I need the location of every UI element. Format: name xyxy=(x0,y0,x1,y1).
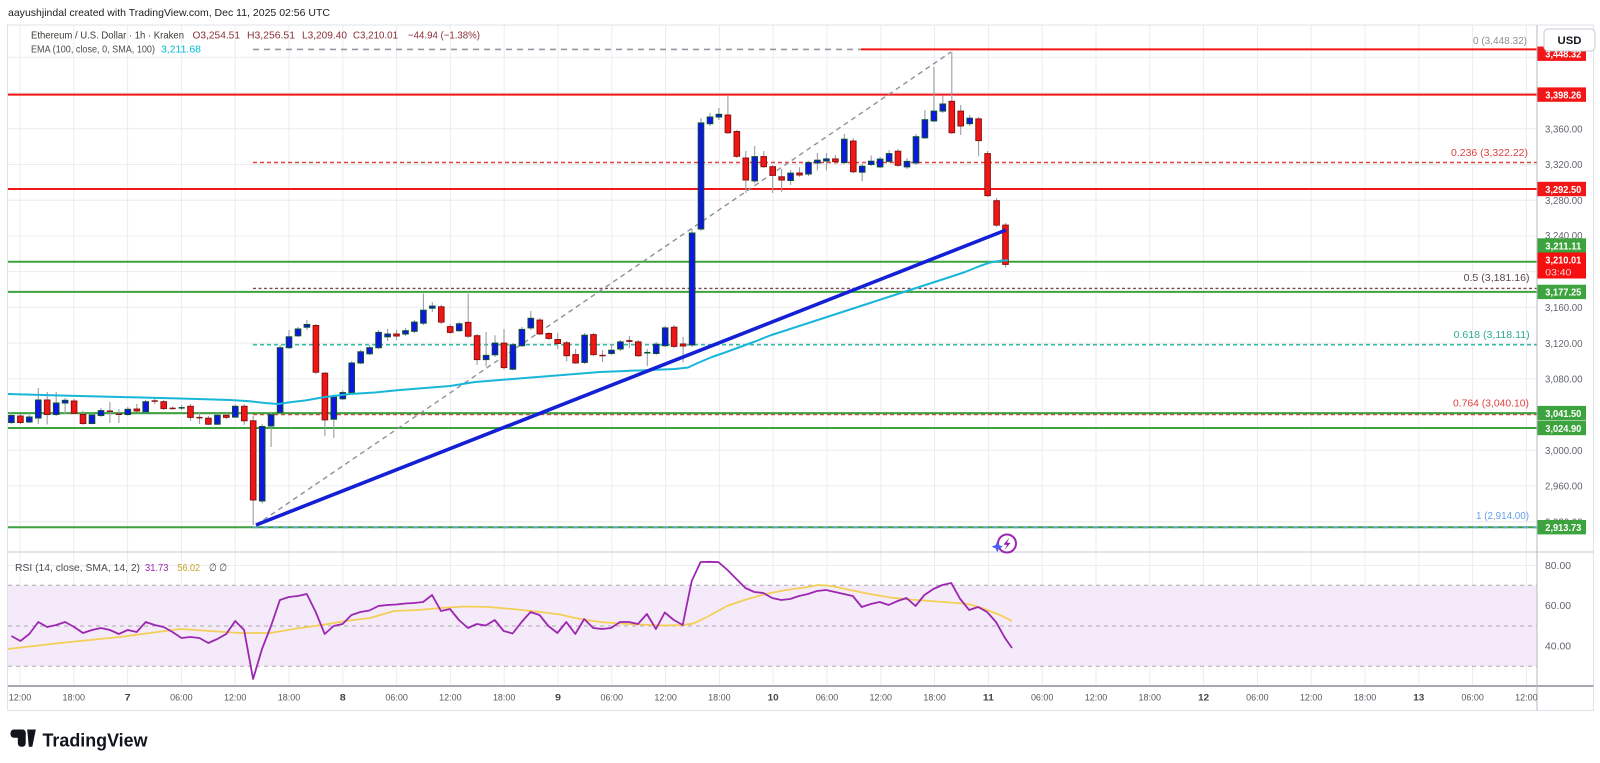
svg-text:06:00: 06:00 xyxy=(1031,693,1054,703)
svg-text:Ethereum / U.S. Dollar · 1h ·: Ethereum / U.S. Dollar · 1h · Kraken xyxy=(31,29,184,41)
svg-text:∅ ∅: ∅ ∅ xyxy=(209,562,227,574)
svg-text:80.00: 80.00 xyxy=(1545,560,1571,572)
svg-text:3,120.00: 3,120.00 xyxy=(1545,338,1583,350)
svg-text:L3,209.40: L3,209.40 xyxy=(302,29,347,41)
svg-text:−44.94 (−1.38%): −44.94 (−1.38%) xyxy=(408,29,480,41)
svg-text:0.5 (3,181.16): 0.5 (3,181.16) xyxy=(1464,272,1530,284)
svg-text:3,280.00: 3,280.00 xyxy=(1545,195,1583,207)
svg-text:3,000.00: 3,000.00 xyxy=(1545,445,1583,457)
svg-text:60.00: 60.00 xyxy=(1545,600,1571,612)
svg-text:06:00: 06:00 xyxy=(1246,693,1269,703)
svg-text:USD: USD xyxy=(1558,35,1582,47)
svg-text:2,960.00: 2,960.00 xyxy=(1545,481,1583,493)
svg-text:12:00: 12:00 xyxy=(1515,693,1538,703)
svg-text:C3,210.01: C3,210.01 xyxy=(353,29,398,41)
svg-text:18:00: 18:00 xyxy=(63,693,86,703)
svg-text:18:00: 18:00 xyxy=(708,693,731,703)
svg-text:11: 11 xyxy=(983,693,994,703)
svg-text:H3,256.51: H3,256.51 xyxy=(247,29,295,41)
svg-text:0.764 (3,040.10): 0.764 (3,040.10) xyxy=(1453,398,1529,410)
svg-text:3,360.00: 3,360.00 xyxy=(1545,124,1583,136)
svg-text:3,160.00: 3,160.00 xyxy=(1545,302,1583,314)
svg-text:3,041.50: 3,041.50 xyxy=(1545,408,1581,420)
svg-text:O3,254.51: O3,254.51 xyxy=(193,29,241,41)
svg-text:EMA (100, close, 0, SMA, 100): EMA (100, close, 0, SMA, 100) xyxy=(31,43,155,55)
svg-text:0.618 (3,118.11): 0.618 (3,118.11) xyxy=(1454,329,1530,341)
svg-text:3,211.68: 3,211.68 xyxy=(161,43,201,55)
svg-text:18:00: 18:00 xyxy=(493,693,516,703)
svg-text:3,080.00: 3,080.00 xyxy=(1545,374,1583,386)
svg-text:18:00: 18:00 xyxy=(1139,693,1162,703)
svg-text:3,320.00: 3,320.00 xyxy=(1545,159,1583,171)
svg-text:3,211.11: 3,211.11 xyxy=(1545,240,1581,252)
svg-text:12:00: 12:00 xyxy=(224,693,247,703)
svg-text:0.236 (3,322.22): 0.236 (3,322.22) xyxy=(1451,147,1528,159)
svg-text:12:00: 12:00 xyxy=(1300,693,1323,703)
svg-text:8: 8 xyxy=(340,693,346,703)
svg-text:3,024.90: 3,024.90 xyxy=(1545,423,1581,435)
svg-text:3,210.01: 3,210.01 xyxy=(1545,255,1581,267)
svg-text:aayushjindal created with Trad: aayushjindal created with TradingView.co… xyxy=(8,7,330,19)
svg-text:12: 12 xyxy=(1198,693,1209,703)
svg-text:06:00: 06:00 xyxy=(170,693,193,703)
svg-text:12:00: 12:00 xyxy=(439,693,462,703)
svg-text:12:00: 12:00 xyxy=(654,693,677,703)
svg-text:12:00: 12:00 xyxy=(870,693,893,703)
svg-text:18:00: 18:00 xyxy=(1354,693,1377,703)
svg-text:3,292.50: 3,292.50 xyxy=(1545,184,1581,196)
svg-text:10: 10 xyxy=(768,693,779,703)
svg-text:12:00: 12:00 xyxy=(1085,693,1108,703)
svg-text:13: 13 xyxy=(1413,693,1424,703)
svg-text:1 (2,914.00): 1 (2,914.00) xyxy=(1476,510,1529,522)
svg-text:06:00: 06:00 xyxy=(601,693,624,703)
svg-text:9: 9 xyxy=(555,693,561,703)
svg-text:2,913.73: 2,913.73 xyxy=(1545,522,1581,534)
svg-text:0 (3,448.32): 0 (3,448.32) xyxy=(1473,35,1527,47)
svg-text:3,177.25: 3,177.25 xyxy=(1545,287,1581,299)
svg-text:40.00: 40.00 xyxy=(1545,641,1571,653)
svg-text:06:00: 06:00 xyxy=(1461,693,1484,703)
svg-text:03:40: 03:40 xyxy=(1545,267,1571,278)
svg-text:RSI (14, close, SMA, 14, 2): RSI (14, close, SMA, 14, 2) xyxy=(15,562,140,574)
svg-text:7: 7 xyxy=(125,693,131,703)
svg-text:18:00: 18:00 xyxy=(923,693,946,703)
svg-text:56.02: 56.02 xyxy=(178,562,201,574)
svg-text:18:00: 18:00 xyxy=(278,693,301,703)
svg-text:3,398.26: 3,398.26 xyxy=(1545,89,1581,101)
svg-text:06:00: 06:00 xyxy=(816,693,839,703)
svg-text:12:00: 12:00 xyxy=(9,693,32,703)
svg-text:TradingView: TradingView xyxy=(43,731,149,751)
svg-text:31.73: 31.73 xyxy=(145,562,169,574)
svg-text:06:00: 06:00 xyxy=(385,693,408,703)
